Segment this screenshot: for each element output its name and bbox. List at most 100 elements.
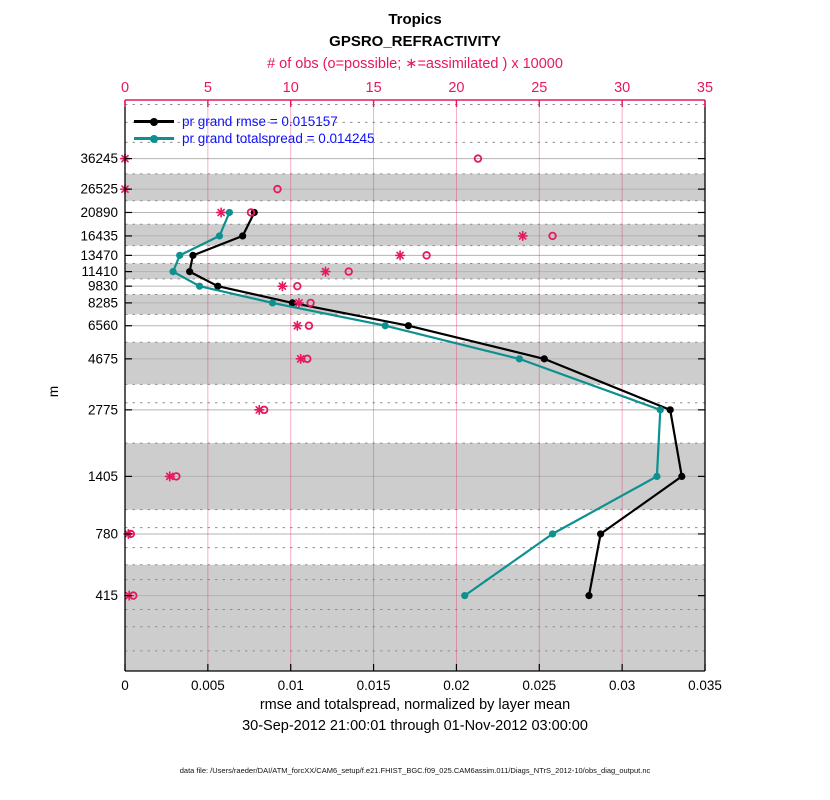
y-tick-label: 20890 [80,205,118,220]
chart-title: Tropics [388,11,442,28]
y-tick-label: 780 [95,526,118,541]
assimilated-obs-marker [295,353,306,364]
legend-label-totalspread: pr grand totalspread = 0.014245 [182,131,375,146]
totalspread-point [653,472,661,480]
y-tick-label: 2775 [88,402,118,417]
assimilated-obs-marker [254,404,265,415]
possible-obs-marker [246,208,256,217]
totalspread-series [169,208,664,600]
rmse-point [189,251,197,259]
x-tick-label: 0.02 [443,678,469,693]
possible-obs-marker [304,321,314,330]
y-tick-label: 11410 [81,264,118,279]
x-tick-label: 0.005 [191,678,225,693]
top-tick-label: 25 [531,80,547,96]
top-axis-ticks [124,100,706,107]
shaded-band [125,564,705,671]
assimilated-obs-marker [320,266,331,277]
x-tick-labels: 0 0.005 0.01 0.015 0.02 0.025 0.03 0.035 [121,678,722,693]
rmse-point [214,282,222,290]
assimilated-obs-marker [394,250,406,261]
x-tick-label: 0.015 [357,678,391,693]
totalspread-point [461,592,469,600]
rmse-line [188,212,683,596]
possible-obs-markers [126,154,557,600]
rmse-point [239,232,247,240]
y-axis-ticks [125,158,132,597]
legend-entry-rmse: pr grand rmse = 0.015157 [134,113,375,130]
top-tick-labels: 0 5 10 15 20 25 30 35 [121,80,713,96]
x-tick-label: 0.01 [278,678,304,693]
rmse-point [404,322,412,330]
y-tick-label: 8285 [88,295,118,310]
plot-border [124,99,706,672]
possible-obs-marker [548,231,557,241]
y-tick-label: 415 [95,588,118,603]
totalspread-point [515,355,524,363]
chart-subtitle: GPSRO_REFRACTIVITY [329,33,501,50]
totalspread-point [215,232,224,240]
level-gridlines [125,158,705,597]
totalspread-point [548,530,557,538]
totalspread-line [172,212,662,597]
assimilated-obs-marker [277,281,288,292]
y-tick-label: 13470 [80,248,118,263]
data-file-path: data file: /Users/raeder/DAI/ATM_forcXX/… [179,766,651,775]
possible-obs-marker [473,154,483,163]
shaded-band [125,342,705,385]
assimilated-obs-marker [216,207,227,218]
rmse-point [585,592,593,600]
rmse-point [540,355,548,363]
x-tick-label: 0.03 [609,678,635,693]
assimilated-obs-marker [293,297,305,309]
totalspread-point [225,208,233,217]
y-tick-label: 9830 [88,279,118,294]
possible-obs-marker [273,184,282,194]
date-range-label: 30-Sep-2012 21:00:01 through 01-Nov-2012… [242,718,588,734]
y-tick-labels: 415 780 1405 2775 4675 6560 828598301141013470… [80,151,118,603]
legend: pr grand rmse = 0.015157 pr grand totals… [134,113,375,147]
y-tick-label: 4675 [88,351,118,366]
top-tick-label: 20 [448,80,464,96]
totalspread-point [169,268,177,276]
y-tick-label: 1405 [88,469,118,484]
x-tick-label: 0 [121,678,129,693]
legend-label-rmse: pr grand rmse = 0.015157 [182,114,338,129]
totalspread-point [656,406,664,414]
top-tick-label: 30 [614,80,630,96]
totalspread-point [381,322,389,330]
x-tick-label: 0.025 [522,678,556,693]
y-tick-label: 16435 [80,228,118,243]
totalspread-point [176,251,184,259]
rmse-point [678,472,686,480]
top-tick-label: 10 [283,80,299,96]
shaded-band [125,224,705,246]
possible-obs-marker [306,298,315,308]
top-tick-label: 5 [204,80,212,96]
rmse-point [666,406,674,414]
rmse-point [186,268,194,276]
rmse-series [186,208,686,600]
possible-obs-marker [344,267,353,276]
x-axis-ticks [124,664,706,671]
top-tick-label: 0 [121,80,129,96]
legend-entry-totalspread: pr grand totalspread = 0.014245 [134,130,375,147]
y-tick-label: 26525 [80,182,118,197]
shaded-band [125,294,705,315]
rmse-point [597,530,605,538]
rmse-line-sample [134,117,174,126]
totalspread-line-sample [134,134,174,143]
top-tick-label: 35 [697,80,713,96]
y-tick-label: 36245 [80,151,118,166]
possible-obs-marker [422,251,431,260]
top-axis-label: # of obs (o=possible; ∗=assimilated ) x … [267,56,563,72]
totalspread-point [268,299,277,307]
y-axis-label: m [46,385,62,398]
y-tick-label: 6560 [88,318,118,333]
top-tick-label: 15 [366,80,382,96]
x-axis-label: rmse and totalspread, normalized by laye… [259,697,571,713]
shaded-band [125,173,705,201]
assimilated-obs-marker [164,471,175,482]
totalspread-point [195,282,204,290]
